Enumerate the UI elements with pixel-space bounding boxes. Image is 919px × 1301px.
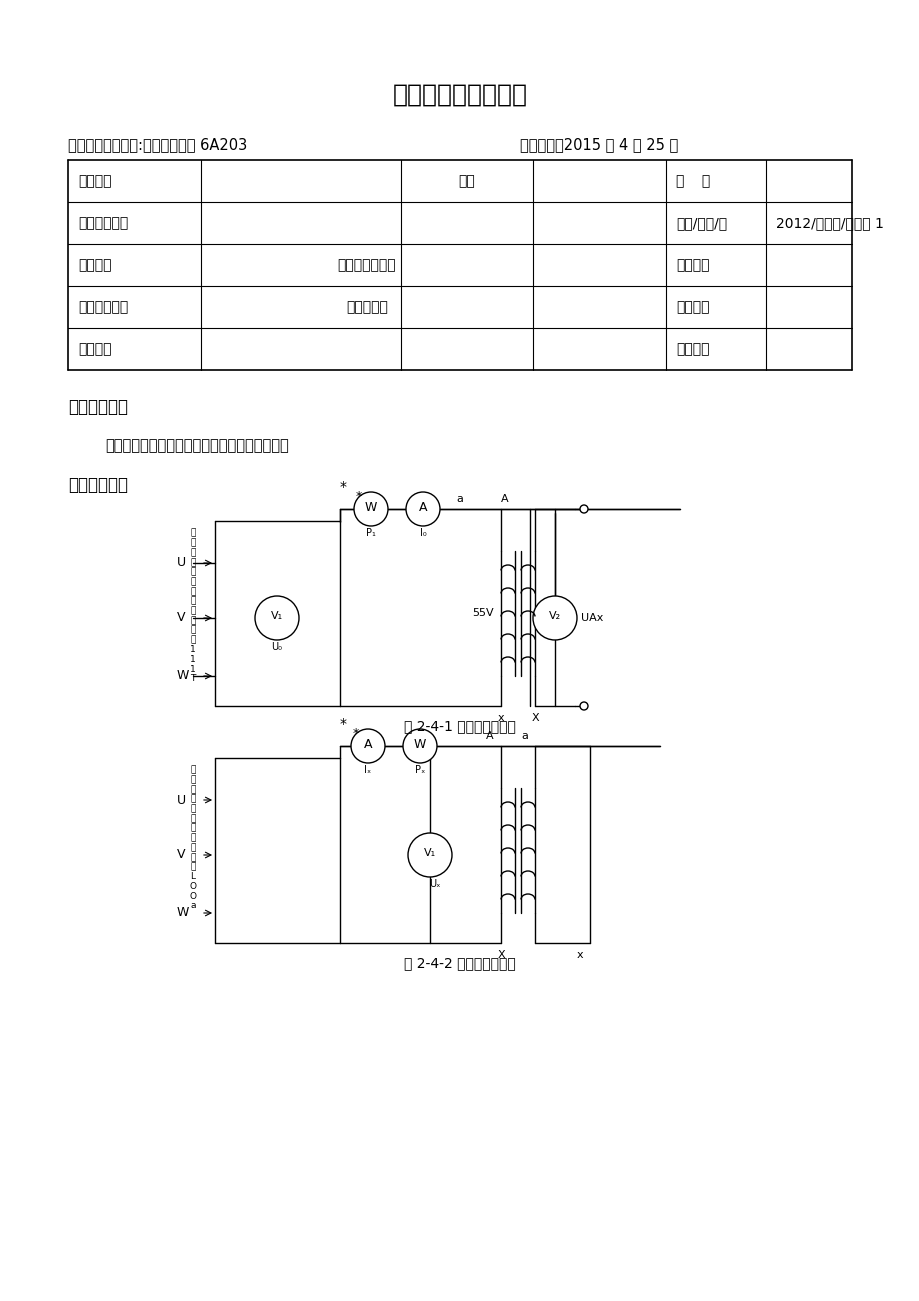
Circle shape <box>403 729 437 762</box>
Text: A: A <box>418 501 426 514</box>
Text: 课程名称: 课程名称 <box>78 258 111 272</box>
Text: 重
在
稳
压
电
源
出
要
更
三
相
L
O
O
a: 重 在 稳 压 电 源 出 要 更 三 相 L O O a <box>189 765 197 911</box>
Text: 图 2-4-1 空载实验接线图: 图 2-4-1 空载实验接线图 <box>403 719 516 732</box>
Text: P₁: P₁ <box>366 528 376 539</box>
Text: 单相变压器: 单相变压器 <box>346 301 388 314</box>
Text: 实验项目名称: 实验项目名称 <box>78 301 128 314</box>
Circle shape <box>351 729 384 762</box>
Text: V₂: V₂ <box>549 611 561 621</box>
Text: U: U <box>176 557 186 570</box>
Text: *: * <box>339 480 346 494</box>
Text: 二、实验原理: 二、实验原理 <box>68 476 128 494</box>
Text: *: * <box>339 717 346 731</box>
Text: 55V: 55V <box>471 609 494 618</box>
Text: Pₓ: Pₓ <box>414 765 425 775</box>
Text: 电机与拖动基础: 电机与拖动基础 <box>337 258 396 272</box>
Text: *: * <box>356 490 362 503</box>
Text: A: A <box>501 494 508 503</box>
Text: *: * <box>353 727 358 740</box>
Text: W: W <box>414 739 425 752</box>
Text: 项目学分: 项目学分 <box>675 342 709 356</box>
Text: I₀: I₀ <box>419 528 425 539</box>
Text: x: x <box>497 713 504 723</box>
Text: 学号: 学号 <box>459 174 475 189</box>
Text: 调
压
器
（
单
相
自
耦
变
压
器
）
1
1
1
T: 调 压 器 （ 单 相 自 耦 变 压 器 ） 1 1 1 T <box>190 528 196 683</box>
Text: 通过空载和短路实验测定变压器的变比和参数。: 通过空载和短路实验测定变压器的变比和参数。 <box>105 438 289 453</box>
Text: V₁: V₁ <box>270 611 283 621</box>
Text: Iₓ: Iₓ <box>364 765 371 775</box>
Circle shape <box>354 492 388 526</box>
Text: A: A <box>485 731 494 742</box>
Circle shape <box>255 596 299 640</box>
Text: W: W <box>176 907 189 920</box>
Text: 指导教师: 指导教师 <box>78 342 111 356</box>
Text: Uₓ: Uₓ <box>429 879 440 889</box>
Text: 课程代码: 课程代码 <box>675 258 709 272</box>
Circle shape <box>405 492 439 526</box>
Text: UAx: UAx <box>580 613 603 623</box>
Text: 成    绩: 成 绩 <box>675 174 709 189</box>
Text: 实验时间：2015 年 4 月 25 日: 实验时间：2015 年 4 月 25 日 <box>519 138 677 152</box>
Text: 项目代码: 项目代码 <box>675 301 709 314</box>
Text: V₁: V₁ <box>424 848 436 857</box>
Text: 图 2-4-2 短路实验接线图: 图 2-4-2 短路实验接线图 <box>403 956 516 971</box>
Circle shape <box>579 703 587 710</box>
Circle shape <box>532 596 576 640</box>
Circle shape <box>579 505 587 513</box>
Text: x: x <box>576 950 583 960</box>
Text: a: a <box>521 731 528 742</box>
Text: U: U <box>176 794 186 807</box>
Text: A: A <box>363 739 372 752</box>
Text: a: a <box>456 494 463 503</box>
Text: 学生姓名: 学生姓名 <box>78 174 111 189</box>
Text: 2012/自动化/西华理 1: 2012/自动化/西华理 1 <box>775 216 883 230</box>
Text: 年级/专业/班: 年级/专业/班 <box>675 216 726 230</box>
Text: 开课学院及实验室:电气信息学院 6A203: 开课学院及实验室:电气信息学院 6A203 <box>68 138 247 152</box>
Text: V: V <box>176 611 186 624</box>
Text: V: V <box>176 848 186 861</box>
Text: W: W <box>176 670 189 683</box>
Text: 实验报告（理工类）: 实验报告（理工类） <box>392 83 527 107</box>
Text: X: X <box>496 950 505 960</box>
Text: 学生所在学院: 学生所在学院 <box>78 216 128 230</box>
Text: 一、实验目的: 一、实验目的 <box>68 398 128 416</box>
Text: X: X <box>530 713 539 723</box>
Circle shape <box>407 833 451 877</box>
Text: U₀: U₀ <box>271 641 282 652</box>
Text: W: W <box>365 501 377 514</box>
